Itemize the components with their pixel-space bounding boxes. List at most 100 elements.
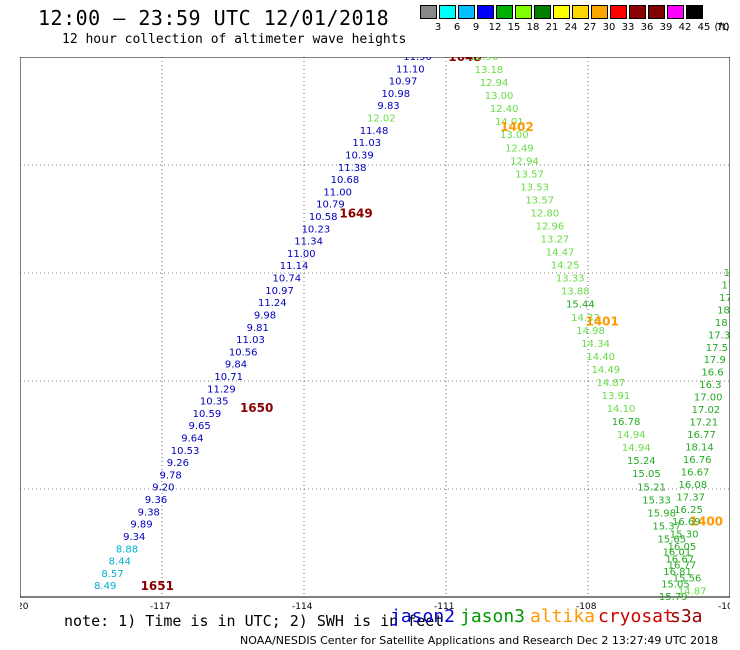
scale-label: 70	[716, 22, 730, 33]
swh-value: 13.00	[485, 91, 514, 102]
swh-value: 15.05	[632, 469, 661, 480]
scale-swatch	[648, 5, 665, 19]
scale-swatch	[572, 5, 589, 19]
swh-value: 17.21	[689, 418, 718, 429]
scale-swatch	[553, 5, 570, 19]
swh-value: 17	[721, 280, 730, 291]
swh-value: 9.36	[145, 495, 167, 506]
scale-swatch	[496, 5, 513, 19]
swh-value: 14.01	[495, 117, 524, 128]
swh-value: 16.67	[681, 467, 710, 478]
swh-value: 8.49	[94, 581, 116, 592]
swh-value: 15.24	[627, 456, 656, 467]
pass-time-label: 1649	[339, 207, 372, 221]
swh-value: 16.77	[687, 430, 716, 441]
scale-label: 36	[640, 22, 654, 33]
swh-value: 9.26	[167, 458, 189, 469]
lon-label: -108	[576, 602, 597, 609]
swh-value: 18	[717, 305, 730, 316]
swh-value: 9.98	[254, 310, 276, 321]
swh-value: 10.74	[273, 274, 302, 285]
swh-value: 13.53	[520, 182, 549, 193]
swh-value: 12.94	[480, 78, 509, 89]
mission-jason3: jason3	[460, 606, 526, 627]
swh-value: 13.57	[525, 195, 554, 206]
swh-value: 16.05	[668, 542, 697, 553]
swh-value: 13.91	[602, 391, 631, 402]
swh-value: 15.37	[652, 521, 681, 532]
swh-value: 14.94	[617, 430, 646, 441]
swh-value: 9.83	[377, 101, 399, 112]
scale-swatch	[477, 5, 494, 19]
swh-value: 17.00	[694, 393, 723, 404]
credit-line: NOAA/NESDIS Center for Satellite Applica…	[240, 634, 719, 647]
swh-value: 14.87	[678, 587, 707, 598]
swh-value: 10.35	[200, 397, 229, 408]
scale-label: 9	[472, 22, 480, 33]
lon-label: -114	[292, 602, 313, 609]
swh-value: 15.30	[670, 530, 699, 541]
swh-value: 8.57	[101, 569, 123, 580]
swh-value: 17	[724, 268, 730, 279]
swh-value: 10.56	[229, 347, 258, 358]
swh-value: 14.49	[591, 365, 620, 376]
swh-value: 15.21	[637, 482, 666, 493]
swh-value: 11.34	[294, 237, 323, 248]
swh-value: 17.5	[706, 343, 728, 354]
swh-value: 9.34	[123, 532, 145, 543]
pass-time-label: 1650	[240, 401, 273, 415]
scale-label: 21	[545, 22, 559, 33]
swh-value: 10.79	[316, 200, 345, 211]
swh-value: 16.25	[674, 505, 703, 516]
pass-time-label: 1400	[690, 514, 723, 528]
swh-value: 17	[719, 293, 730, 304]
swh-value: 12.49	[505, 143, 534, 154]
swh-value: 13.33	[556, 274, 585, 285]
lon-label: -111	[434, 602, 454, 609]
mission-cryosat: cryosat	[598, 606, 674, 627]
pass-time-label: 1402	[500, 120, 533, 134]
swh-value: 16.78	[612, 417, 641, 428]
swh-value: 15.33	[642, 495, 671, 506]
swh-value: 13.00	[500, 130, 529, 141]
swh-value: 11.00	[323, 187, 352, 198]
swh-value: 9.20	[152, 483, 174, 494]
swh-value: 16.01	[663, 547, 692, 558]
map-frame	[20, 57, 730, 598]
swh-value: 11.90	[403, 57, 432, 63]
scale-swatch	[458, 5, 475, 19]
scale-swatch	[534, 5, 551, 19]
swh-value: 13.18	[475, 65, 504, 76]
swh-value: 14.40	[586, 352, 615, 363]
swh-value: 17.3	[708, 330, 730, 341]
swh-value: 12.02	[367, 114, 396, 125]
swh-value: 10.68	[331, 175, 360, 186]
swh-value: 11.24	[258, 298, 287, 309]
lon-label: -117	[150, 602, 170, 609]
pass-time-label: 1401	[585, 315, 618, 329]
scale-label: 15	[507, 22, 521, 33]
swh-value: 10.59	[193, 409, 222, 420]
scale-label: 18	[526, 22, 540, 33]
mission-jason2: jason2	[390, 606, 456, 627]
swh-value: 17.9	[704, 355, 726, 366]
pass-time-label: 1648	[448, 57, 481, 64]
swh-value: 12.96	[536, 222, 565, 233]
swh-value: 11.48	[360, 126, 389, 137]
swh-value: 14.34	[581, 339, 610, 350]
swh-value: 11.14	[280, 261, 309, 272]
pass-time-label: 1651	[141, 579, 174, 593]
swh-value: 9.81	[247, 323, 269, 334]
scale-label: 42	[678, 22, 692, 33]
swh-value: 16.3	[699, 380, 721, 391]
mission-altika: altika	[530, 606, 596, 627]
swh-value: 15.79	[659, 592, 688, 603]
swh-value: 12.96	[470, 57, 499, 63]
swh-value: 15.65	[657, 534, 686, 545]
scale-swatch	[439, 5, 456, 19]
swh-value: 10.71	[214, 372, 243, 383]
scale-label: 33	[621, 22, 635, 33]
map-title: 12:00 – 23:59 UTC 12/01/2018	[38, 6, 390, 30]
swh-value: 11.38	[338, 163, 367, 174]
scale-label: 27	[583, 22, 597, 33]
